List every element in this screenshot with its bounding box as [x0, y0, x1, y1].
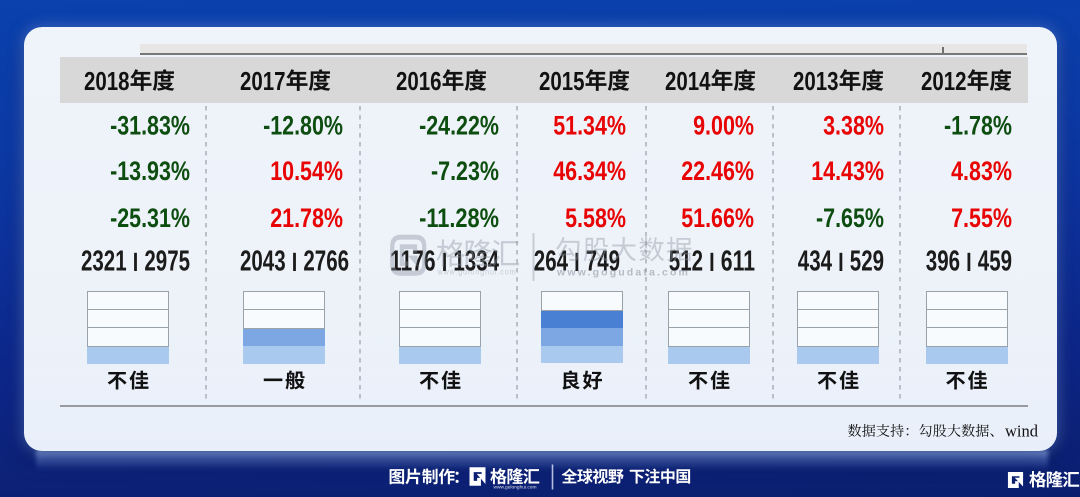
svg-text:9.00%: 9.00% — [693, 111, 754, 141]
svg-text:529: 529 — [850, 245, 884, 277]
svg-text:2015: 2015 — [539, 68, 585, 96]
svg-text:2013: 2013 — [793, 68, 839, 96]
svg-text:2012: 2012 — [921, 68, 967, 96]
svg-text:-1.78%: -1.78% — [944, 111, 1012, 141]
svg-text:3.38%: 3.38% — [823, 111, 884, 141]
svg-text:-13.93%: -13.93% — [110, 156, 190, 186]
svg-text:2016: 2016 — [396, 68, 442, 96]
svg-text:396: 396 — [926, 245, 960, 277]
svg-text:51.66%: 51.66% — [681, 203, 754, 233]
svg-text:-24.22%: -24.22% — [419, 111, 499, 141]
svg-text:-7.23%: -7.23% — [431, 156, 499, 186]
svg-text:611: 611 — [721, 245, 755, 277]
svg-text:2014: 2014 — [665, 68, 711, 96]
svg-text:2975: 2975 — [144, 245, 190, 277]
svg-text:2043: 2043 — [240, 245, 286, 277]
svg-text:-25.31%: -25.31% — [110, 203, 190, 233]
svg-text:7.55%: 7.55% — [951, 203, 1012, 233]
svg-text:2017: 2017 — [240, 68, 286, 96]
svg-text:www.gogudata.com: www.gogudata.com — [556, 268, 690, 279]
svg-text:14.43%: 14.43% — [811, 156, 884, 186]
svg-text:459: 459 — [978, 245, 1012, 277]
svg-text:2018: 2018 — [84, 68, 130, 96]
svg-text:22.46%: 22.46% — [681, 156, 754, 186]
svg-text:www.gelonghui.com: www.gelonghui.com — [494, 484, 537, 489]
svg-text:51.34%: 51.34% — [553, 111, 626, 141]
svg-text:10.54%: 10.54% — [270, 156, 343, 186]
svg-text:512: 512 — [669, 245, 703, 277]
svg-text:46.34%: 46.34% — [553, 156, 626, 186]
svg-text:www.golonghui.com: www.golonghui.com — [437, 268, 517, 277]
svg-text:-31.83%: -31.83% — [110, 111, 190, 141]
svg-text:-11.28%: -11.28% — [419, 203, 499, 233]
svg-text:-12.80%: -12.80% — [263, 111, 343, 141]
svg-text:434: 434 — [798, 245, 832, 277]
svg-text:4.83%: 4.83% — [951, 156, 1012, 186]
svg-text:2766: 2766 — [303, 245, 349, 277]
svg-text:-7.65%: -7.65% — [816, 203, 884, 233]
svg-text:wind: wind — [1005, 422, 1039, 441]
svg-text:5.58%: 5.58% — [565, 203, 626, 233]
svg-text:21.78%: 21.78% — [270, 203, 343, 233]
svg-text:2321: 2321 — [81, 245, 127, 277]
